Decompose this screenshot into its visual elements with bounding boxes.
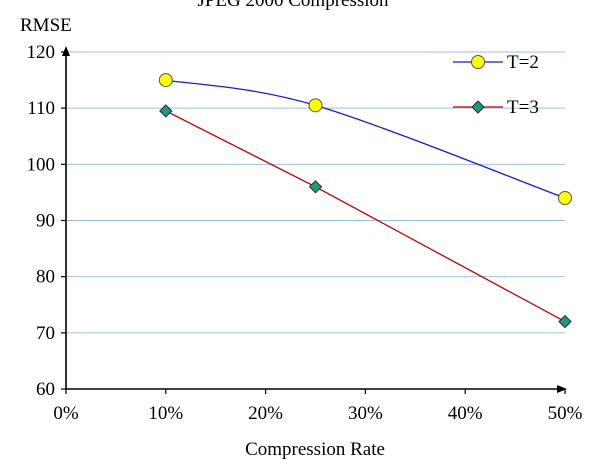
- y-axis-arrow: [62, 46, 70, 56]
- data-point: [308, 98, 323, 113]
- y-tick-label: 120: [27, 42, 56, 63]
- y-tick-label: 110: [27, 98, 55, 119]
- data-point: [558, 314, 572, 329]
- legend-marker: [471, 55, 485, 69]
- x-tick-label: 50%: [548, 403, 583, 424]
- series-line: [165, 110, 566, 323]
- y-tick-label: 70: [36, 323, 55, 344]
- x-tick-label: 0%: [53, 403, 79, 424]
- x-tick-label: 20%: [248, 403, 283, 424]
- x-tick-label: 40%: [448, 403, 483, 424]
- x-axis-arrow: [557, 385, 567, 393]
- data-point: [308, 180, 323, 194]
- series-1: [158, 73, 572, 206]
- series: [158, 73, 572, 329]
- x-tick-label: 10%: [148, 403, 183, 424]
- y-tick-label: 80: [36, 267, 55, 288]
- data-point: [159, 104, 173, 118]
- data-point: [558, 191, 572, 206]
- legend-label: T=2: [507, 52, 539, 73]
- legend-label: T=3: [507, 97, 539, 118]
- legend: T=2 T=3: [453, 52, 539, 118]
- y-axis-label: RMSE: [20, 15, 72, 36]
- x-tick-label: 30%: [348, 403, 383, 424]
- y-tick-label: 90: [36, 211, 55, 232]
- series-2: [159, 104, 572, 329]
- data-point: [158, 73, 173, 88]
- legend-item: T=3: [453, 97, 539, 118]
- y-tick-label: 100: [27, 154, 56, 175]
- series-line: [165, 79, 566, 199]
- axes: [62, 46, 567, 393]
- ticks: 60 70 80 90 100 110 120 0% 10% 20% 30% 40% 50%: [27, 42, 583, 424]
- chart-title: JPEG 2000 Compression: [197, 0, 389, 11]
- legend-marker: [471, 100, 485, 114]
- y-tick-label: 60: [36, 379, 55, 400]
- legend-item: T=2: [453, 52, 539, 73]
- x-axis-label: Compression Rate: [245, 439, 385, 460]
